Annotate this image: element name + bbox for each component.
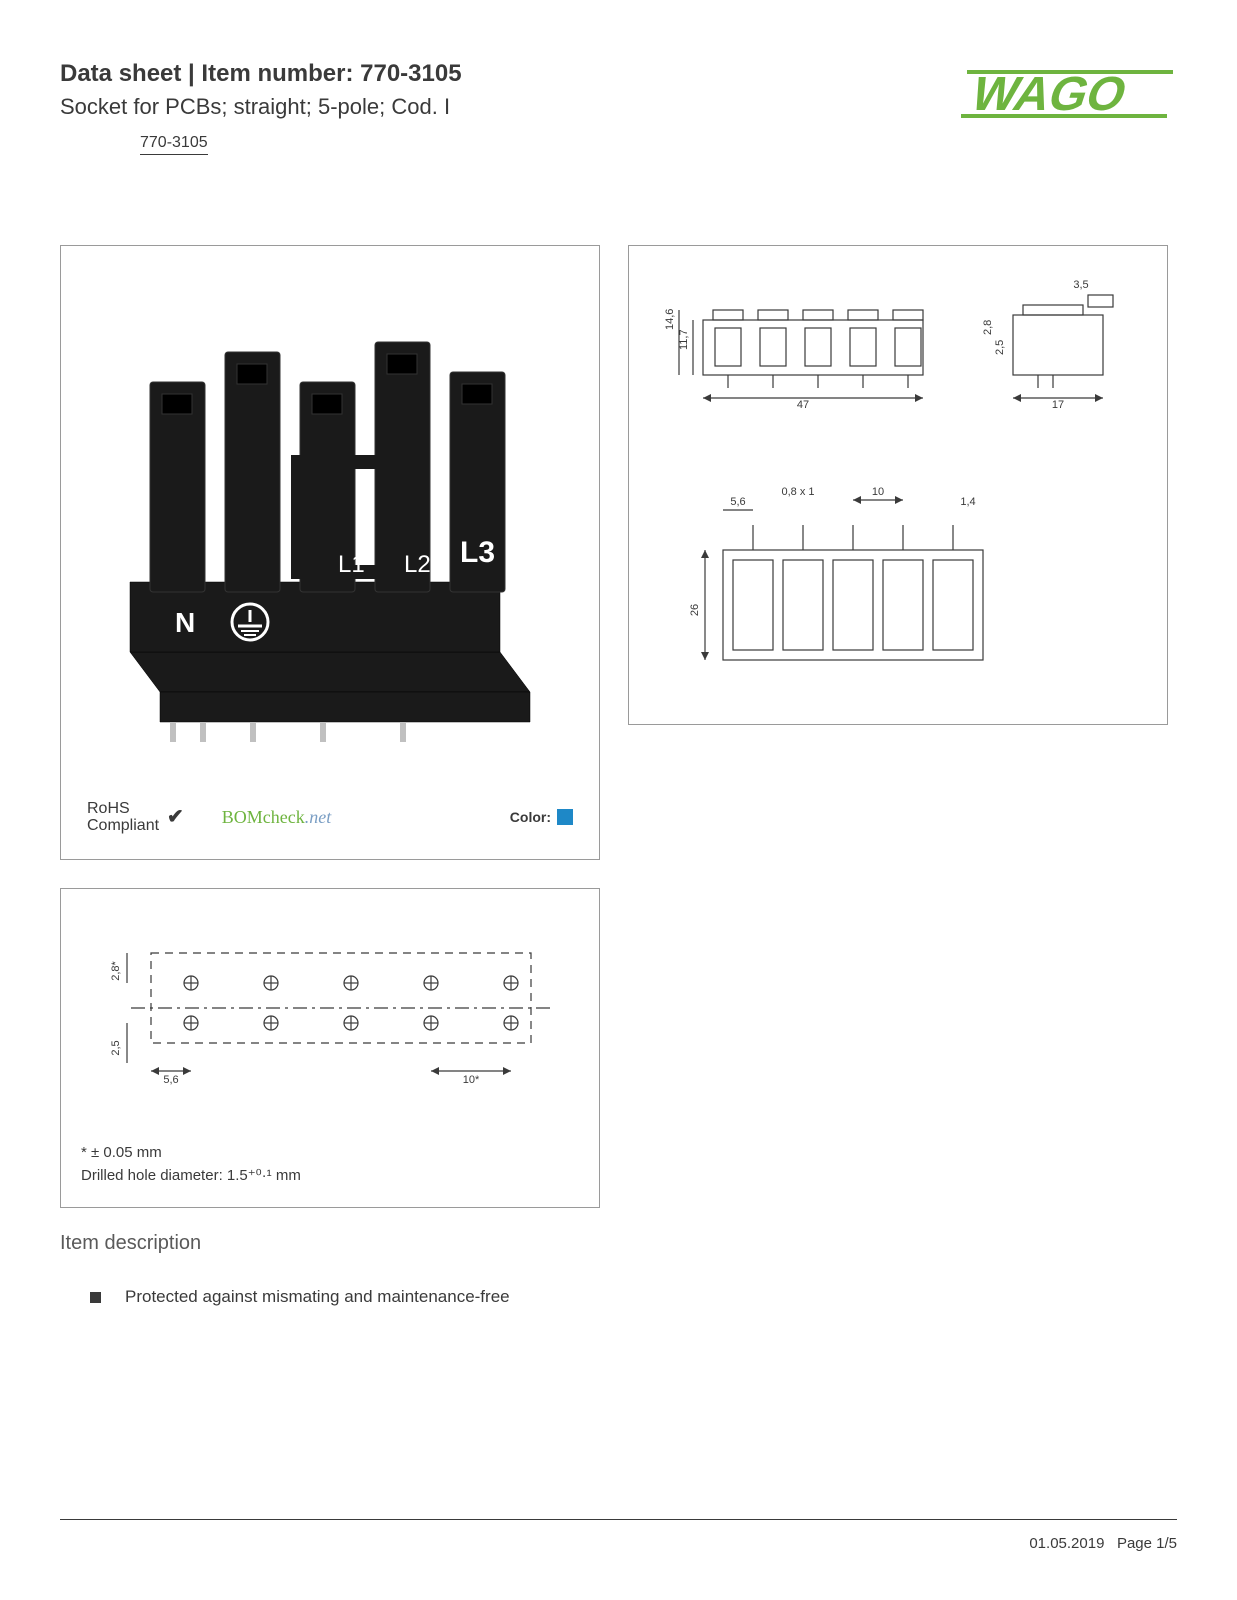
bomcheck-main: BOMcheck (222, 807, 305, 827)
drill-note-2: Drilled hole diameter: 1.5⁺⁰·¹ mm (81, 1165, 579, 1188)
content-row-1: N L1 L2 L3 (60, 245, 1177, 860)
part-number-link[interactable]: 770-3105 (140, 134, 208, 155)
product-panel: N L1 L2 L3 (60, 245, 600, 860)
dim-h-total: 14,6 (664, 309, 676, 330)
subtitle: Socket for PCBs; straight; 5-pole; Cod. … (60, 94, 947, 120)
bullet-text: Protected against mismating and maintena… (125, 1287, 510, 1307)
content-row-2: 2,8* 2,5 5,6 10* * ± 0.05 mm Drilled hol… (60, 888, 1177, 1208)
dim-side-w: 17 (1052, 399, 1064, 411)
footer-page: Page 1/5 (1117, 1535, 1177, 1552)
rohs-line1: RoHS (87, 800, 159, 818)
drill-drawing: 2,8* 2,5 5,6 10* (81, 913, 581, 1103)
dim-d-left: 5,6 (163, 1074, 178, 1086)
header-text-block: Data sheet | Item number: 770-3105 Socke… (60, 60, 947, 155)
page-header: Data sheet | Item number: 770-3105 Socke… (60, 60, 1177, 155)
dim-left: 5,6 (730, 496, 745, 508)
marking-l1: L1 (338, 551, 365, 578)
tech-drawing-mid: 5,6 0,8 x 1 10 1,4 26 (643, 460, 1153, 690)
drill-panel: 2,8* 2,5 5,6 10* * ± 0.05 mm Drilled hol… (60, 888, 600, 1208)
footer-text: 01.05.2019 Page 1/5 (1029, 1535, 1177, 1552)
tech-drawing-panel: 14,6 11,7 47 2,8 2,5 3,5 17 (628, 245, 1168, 725)
bullet-row: Protected against mismating and maintena… (90, 1287, 1177, 1307)
color-block: Color: (510, 809, 573, 825)
drill-note-1: * ± 0.05 mm (81, 1142, 579, 1165)
dim-side-h2: 2,5 (994, 340, 1006, 355)
dim-pitch: 10 (872, 486, 884, 498)
dim-bot-off: 2,5 (110, 1040, 122, 1055)
marking-l2: L2 (404, 551, 431, 578)
check-icon: ✔ (167, 806, 184, 828)
rohs-line2: Compliant (87, 817, 159, 835)
dim-slot: 0,8 x 1 (781, 486, 814, 498)
dim-side-h1: 2,8 (982, 320, 994, 335)
bomcheck-suffix: .net (305, 807, 332, 827)
wago-logo: WAGO (947, 64, 1177, 127)
color-label: Color: (510, 809, 551, 825)
drill-notes: * ± 0.05 mm Drilled hole diameter: 1.5⁺⁰… (81, 1142, 579, 1187)
dim-w-total: 47 (797, 399, 809, 411)
dim-right: 1,4 (960, 496, 975, 508)
dim-side-top: 3,5 (1073, 279, 1088, 291)
title-line: Data sheet | Item number: 770-3105 (60, 60, 947, 88)
dim-d-pitch: 10* (463, 1074, 480, 1086)
title-prefix: Data sheet | Item number: (60, 60, 360, 87)
color-swatch (557, 809, 573, 825)
dim-height: 26 (689, 604, 701, 616)
logo-text: WAGO (965, 67, 1134, 121)
section-heading: Item description (60, 1232, 1177, 1255)
dim-h-inner: 11,7 (678, 329, 690, 350)
compliance-row: RoHS Compliant ✔ BOMcheck.net Color: (79, 800, 581, 835)
footer-date: 01.05.2019 (1029, 1535, 1104, 1552)
rohs-block: RoHS Compliant ✔ BOMcheck.net (87, 800, 331, 835)
product-image: N L1 L2 L3 (79, 264, 581, 800)
title-item-number: 770-3105 (360, 60, 461, 87)
footer-rule (60, 1519, 1177, 1520)
tech-drawing-top: 14,6 11,7 47 2,8 2,5 3,5 17 (643, 260, 1153, 420)
bullet-icon (90, 1292, 101, 1303)
marking-l3: L3 (460, 536, 495, 569)
dim-top-off: 2,8* (110, 960, 122, 980)
marking-n: N (175, 607, 195, 638)
bomcheck-logo: BOMcheck.net (222, 808, 331, 828)
